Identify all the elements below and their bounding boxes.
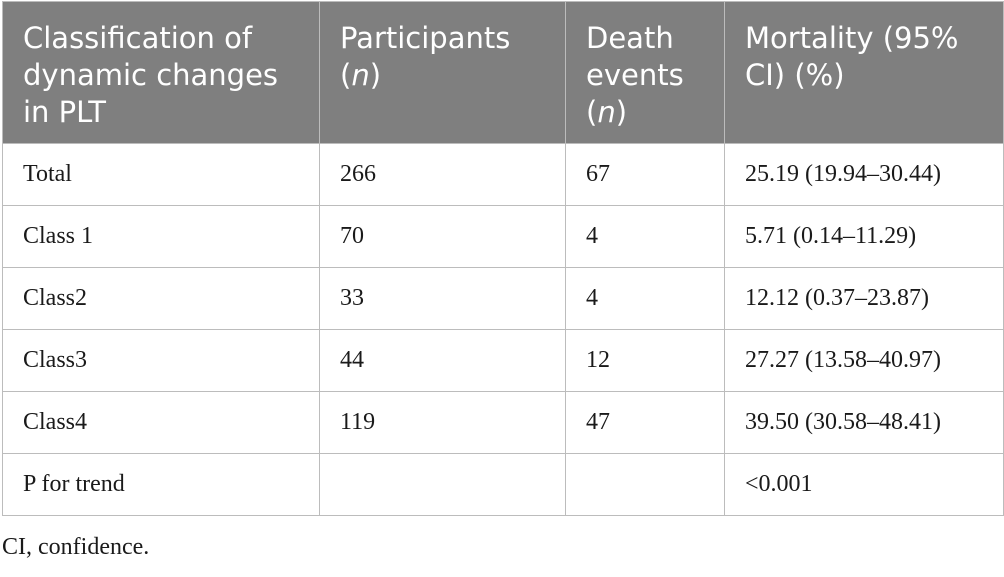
table-row: Class 1 70 4 5.71 (0.14–11.29)	[2, 205, 1004, 268]
header-row: Classification of dynamic changes in PLT…	[2, 1, 1004, 144]
header-death-events: Death events (n)	[565, 1, 725, 144]
mortality-table: Classification of dynamic changes in PLT…	[2, 1, 1004, 516]
header-participants-unit: n	[351, 58, 370, 92]
cell-classification: P for trend	[2, 453, 320, 516]
table-footnote: CI, confidence.	[2, 534, 150, 560]
table-row: P for trend <0.001	[2, 453, 1004, 516]
cell-mortality: 25.19 (19.94–30.44)	[724, 143, 1004, 206]
cell-deaths: 67	[565, 143, 725, 206]
cell-classification: Class4	[2, 391, 320, 454]
cell-mortality: 27.27 (13.58–40.97)	[724, 329, 1004, 392]
header-death-events-unit: n	[597, 95, 616, 129]
header-mortality-label: Mortality (95% CI) (%)	[745, 21, 959, 92]
cell-deaths: 4	[565, 205, 725, 268]
header-participants: Participants (n)	[319, 1, 566, 144]
header-classification-label: Classification of dynamic changes in PLT	[23, 21, 279, 129]
cell-classification: Class 1	[2, 205, 320, 268]
cell-classification: Total	[2, 143, 320, 206]
cell-mortality: <0.001	[724, 453, 1004, 516]
cell-deaths: 47	[565, 391, 725, 454]
cell-participants: 266	[319, 143, 566, 206]
cell-participants: 33	[319, 267, 566, 330]
table-row: Total 266 67 25.19 (19.94–30.44)	[2, 143, 1004, 206]
table-row: Class4 119 47 39.50 (30.58–48.41)	[2, 391, 1004, 454]
table-row: Class2 33 4 12.12 (0.37–23.87)	[2, 267, 1004, 330]
cell-mortality: 12.12 (0.37–23.87)	[724, 267, 1004, 330]
header-mortality: Mortality (95% CI) (%)	[724, 1, 1004, 144]
cell-mortality: 39.50 (30.58–48.41)	[724, 391, 1004, 454]
header-participants-label: Participants	[340, 21, 511, 55]
cell-deaths	[565, 453, 725, 516]
cell-deaths: 4	[565, 267, 725, 330]
header-death-events-label: Death events	[586, 21, 684, 92]
table-row: Class3 44 12 27.27 (13.58–40.97)	[2, 329, 1004, 392]
cell-classification: Class2	[2, 267, 320, 330]
cell-classification: Class3	[2, 329, 320, 392]
cell-participants: 70	[319, 205, 566, 268]
cell-mortality: 5.71 (0.14–11.29)	[724, 205, 1004, 268]
cell-deaths: 12	[565, 329, 725, 392]
cell-participants: 44	[319, 329, 566, 392]
cell-participants	[319, 453, 566, 516]
cell-participants: 119	[319, 391, 566, 454]
header-classification: Classification of dynamic changes in PLT	[2, 1, 320, 144]
